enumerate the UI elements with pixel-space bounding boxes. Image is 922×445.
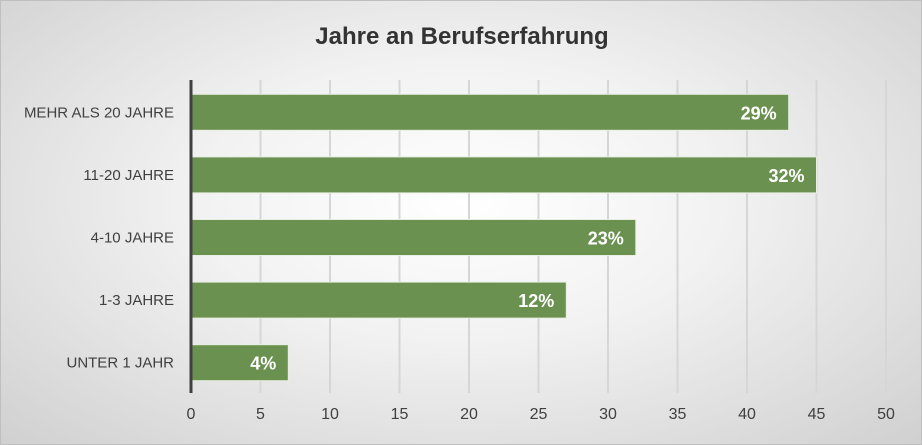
y-category-label: UNTER 1 JAHR [66, 355, 174, 372]
x-tick-label: 0 [187, 406, 196, 423]
x-tick-label: 5 [256, 406, 265, 423]
x-tick-label: 50 [877, 406, 895, 423]
y-category-label: 1-3 JAHRE [99, 292, 174, 309]
bar [190, 219, 637, 256]
x-tick-label: 20 [460, 406, 478, 423]
bar [190, 281, 567, 319]
x-tick-label: 15 [391, 406, 409, 423]
data-label: 23% [588, 229, 624, 249]
y-category-label: MEHR ALS 20 JAHRE [24, 104, 174, 121]
bar [190, 344, 289, 382]
x-tick-label: 30 [599, 406, 617, 423]
y-category-label: 4-10 JAHRE [91, 230, 174, 247]
x-tick-label: 40 [738, 406, 756, 423]
bar [190, 93, 790, 131]
data-label: 4% [250, 354, 276, 374]
data-label: 12% [518, 291, 554, 311]
y-category-label: 11-20 JAHRE [83, 167, 174, 184]
chart-title: Jahre an Berufserfahrung [315, 23, 609, 50]
data-label: 32% [768, 166, 804, 186]
x-tick-label: 35 [669, 406, 687, 423]
x-tick-label: 10 [321, 406, 339, 423]
data-label: 29% [741, 103, 777, 123]
bar [190, 156, 817, 194]
x-tick-label: 45 [808, 406, 826, 423]
x-tick-label: 25 [530, 406, 548, 423]
